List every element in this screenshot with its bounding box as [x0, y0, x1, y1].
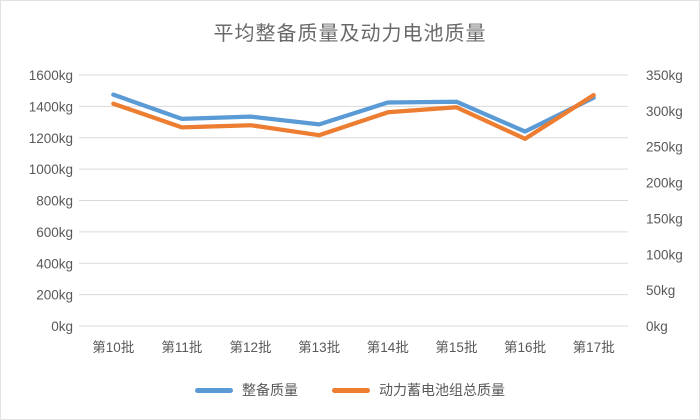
left-axis-tick-label: 200kg [36, 288, 73, 303]
right-axis-tick-label: 300kg [646, 104, 683, 119]
x-axis-category-label: 第13批 [298, 339, 340, 355]
left-axis-tick-label: 800kg [36, 194, 73, 209]
x-axis-category-label: 第16批 [504, 339, 546, 355]
legend-swatch-orange-line [332, 387, 370, 393]
chart-legend: 整备质量 动力蓄电池组总质量 [1, 379, 699, 401]
series-line-1 [111, 92, 596, 141]
chart-title: 平均整备质量及动力电池质量 [213, 23, 487, 45]
x-axis-category-label: 第14批 [367, 339, 409, 355]
left-axis-tick-label: 1000kg [29, 162, 73, 177]
legend-entry-battery-weight[interactable]: 动力蓄电池组总质量 [332, 380, 505, 400]
x-axis-category-label: 第15批 [435, 339, 477, 355]
x-axis-category-label: 第17批 [573, 339, 615, 355]
x-axis-category-label: 第11批 [161, 339, 202, 355]
right-axis-tick-label: 50kg [646, 283, 675, 298]
legend-swatch-blue-line [195, 387, 233, 393]
series-line-0 [111, 92, 596, 134]
legend-label: 整备质量 [242, 382, 298, 398]
left-axis-tick-label: 0kg [51, 319, 73, 334]
left-axis-tick-label: 600kg [36, 225, 73, 240]
x-axis-category-label: 第12批 [230, 339, 272, 355]
right-axis-tick-label: 200kg [646, 176, 683, 191]
right-axis-tick-label: 350kg [646, 68, 683, 83]
left-axis-tick-label: 1400kg [29, 99, 73, 114]
right-axis-tick-label: 150kg [646, 211, 683, 226]
left-axis-tick-label: 400kg [36, 256, 73, 271]
right-axis-tick-label: 250kg [646, 140, 683, 155]
right-axis-tick-label: 0kg [646, 319, 668, 334]
left-axis-tick-label: 1600kg [29, 68, 73, 83]
legend-entry-curb-weight[interactable]: 整备质量 [195, 380, 298, 400]
left-axis-tick-label: 1200kg [29, 131, 73, 146]
x-axis-category-label: 第10批 [92, 339, 134, 355]
legend-label: 动力蓄电池组总质量 [379, 382, 505, 398]
right-axis-tick-label: 100kg [646, 247, 683, 262]
